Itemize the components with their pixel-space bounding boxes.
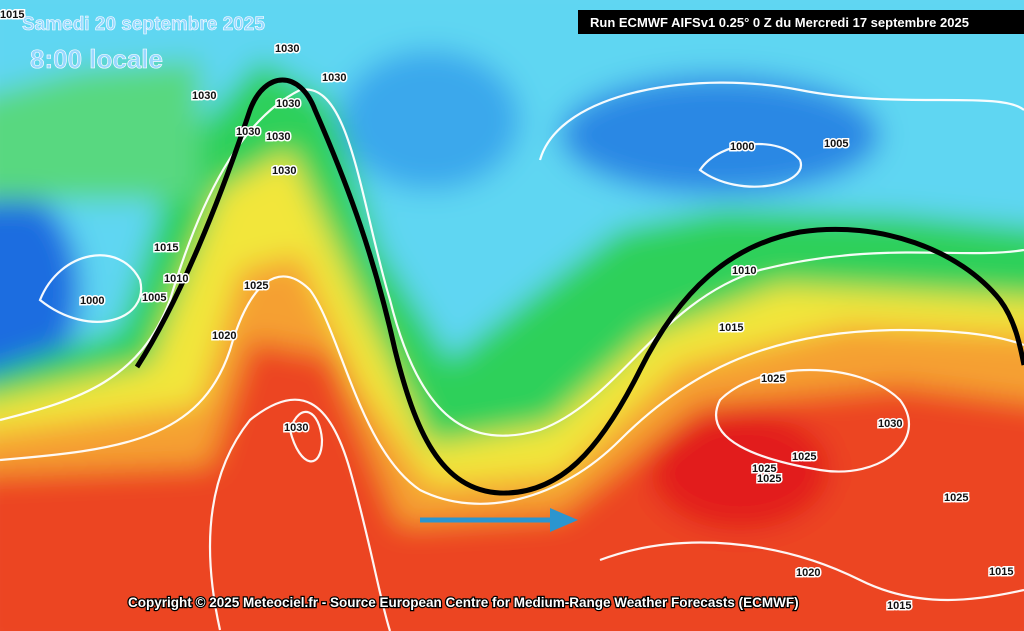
forecast-date: Samedi 20 septembre 2025	[22, 14, 265, 35]
isobar-label: 1005	[824, 138, 848, 150]
isobar-label: 1030	[322, 72, 346, 84]
isobar-label: 1010	[732, 265, 756, 277]
isobar-label: 1005	[142, 292, 166, 304]
isobar-label: 1030	[272, 165, 296, 177]
isobar-label: 1025	[244, 280, 268, 292]
isobar-label: 1015	[719, 322, 743, 334]
isobar-label: 1030	[878, 418, 902, 430]
isobar-label: 1030	[284, 422, 308, 434]
run-info: Run ECMWF AIFSv1 0.25° 0 Z du Mercredi 1…	[590, 15, 969, 30]
run-box	[578, 10, 1024, 34]
forecast-time: 8:00 locale	[30, 44, 163, 74]
isobar-label: 1015	[0, 9, 24, 21]
jet-stream	[134, 77, 1024, 496]
isobar-label: 1020	[796, 567, 820, 579]
isobar-label: 1025	[792, 451, 816, 463]
isobar-label: 1025	[761, 373, 785, 385]
isobar-label: 1030	[266, 131, 290, 143]
isobar-label: 1020	[212, 330, 236, 342]
isobars	[0, 81, 1024, 631]
isobar-label: 1015	[989, 566, 1013, 578]
isobar-label: 1000	[80, 295, 104, 307]
isobar-labels: 1015 1030 1030 1030 1030 1030 1030 1030 1000 1005…	[0, 8, 1015, 614]
isobar-label: 1015	[887, 600, 911, 612]
isobar-label: 1010	[164, 273, 188, 285]
isobar-label: 1025	[944, 492, 968, 504]
isobar-label: 1025	[752, 463, 776, 475]
isobar-label: 1030	[276, 98, 300, 110]
isobar-label: 1015	[154, 242, 178, 254]
isobar-label: 1030	[236, 126, 260, 138]
isobar-label: 1000	[730, 141, 754, 153]
isobar-label: 1025	[757, 473, 781, 485]
isobar-label: 1030	[192, 90, 216, 102]
copyright: Copyright © 2025 Meteociel.fr - Source E…	[128, 595, 799, 610]
isobar-label: 1030	[275, 43, 299, 55]
arrow	[420, 508, 578, 532]
